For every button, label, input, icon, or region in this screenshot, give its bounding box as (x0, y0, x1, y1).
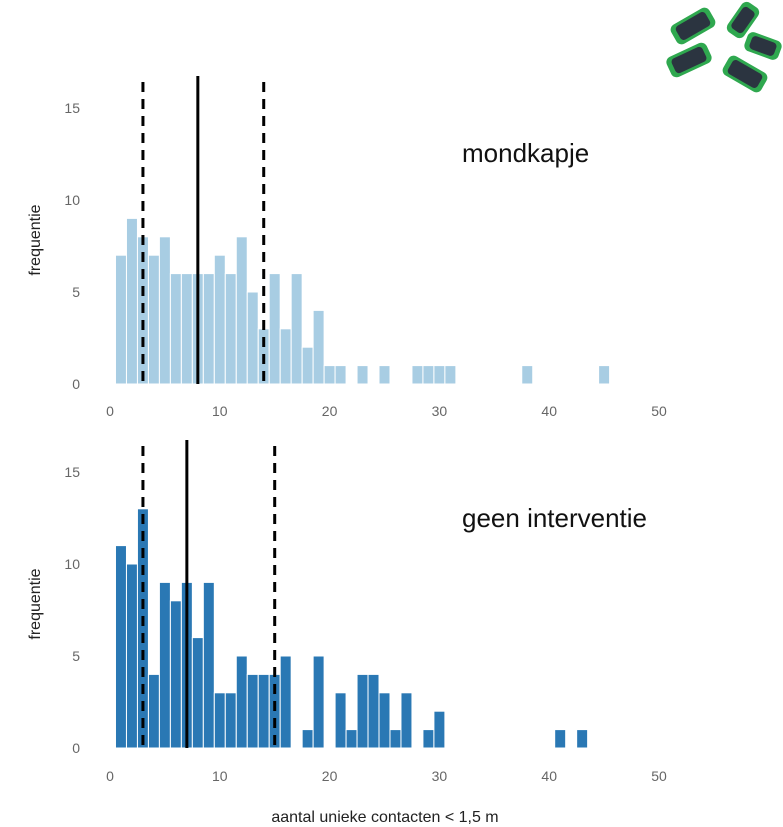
x-tick-label: 10 (212, 403, 228, 419)
y-tick-label: 10 (64, 192, 80, 208)
histogram-bar (312, 309, 325, 385)
histogram-bar (147, 254, 160, 385)
histogram-bar (114, 254, 127, 385)
x-tick-label: 40 (541, 768, 557, 784)
histogram-bar (521, 365, 534, 385)
histogram-bar (301, 729, 314, 749)
histogram-bar (367, 673, 380, 749)
histogram-bar (125, 563, 138, 749)
histogram-bar (334, 365, 347, 385)
histogram-bar (345, 729, 358, 749)
histogram-bar (224, 273, 237, 385)
histogram-bar (224, 692, 237, 749)
x-tick-label: 10 (212, 768, 228, 784)
histogram-bar (356, 365, 369, 385)
y-tick-label: 15 (64, 100, 80, 116)
histogram-bar (433, 710, 446, 749)
histogram-bar (312, 655, 325, 749)
histogram-bar (356, 673, 369, 749)
histogram-bar (202, 273, 215, 385)
histogram-bar (422, 729, 435, 749)
x-tick-label: 20 (322, 403, 338, 419)
histogram-bar (246, 291, 259, 385)
histogram-bar (576, 729, 589, 749)
y-tick-label: 0 (72, 376, 80, 392)
histogram-bar (279, 655, 292, 749)
histogram-bar (323, 365, 336, 385)
histogram-bar (334, 692, 347, 749)
histogram-bar (257, 673, 270, 749)
y-axis-label: frequentie (27, 568, 44, 639)
histogram-bar (290, 273, 303, 385)
x-tick-label: 0 (106, 403, 114, 419)
histogram-bar (158, 581, 171, 749)
histogram-bar (554, 729, 567, 749)
y-axis-label: frequentie (27, 204, 44, 275)
x-tick-label: 30 (432, 768, 448, 784)
histogram-bar (433, 365, 446, 385)
histogram-mondkapje: 0 5 10 15 0 10 20 30 40 50 frequentie mondkapje (27, 76, 667, 419)
histogram-bar (268, 273, 281, 385)
histogram-bar (400, 692, 413, 749)
y-tick-label: 0 (72, 740, 80, 756)
histogram-bar (598, 365, 611, 385)
histogram-bar (114, 545, 127, 749)
green-wearable-sensors-icon (666, 1, 782, 93)
histogram-bar (411, 365, 424, 385)
histogram-bar (202, 581, 215, 749)
panel-title: mondkapje (462, 138, 589, 168)
histogram-bar (422, 365, 435, 385)
histogram-bar (147, 673, 160, 749)
histogram-bar (246, 673, 259, 749)
histogram-bar (125, 217, 138, 385)
y-tick-label: 10 (64, 556, 80, 572)
x-tick-label: 40 (541, 403, 557, 419)
histogram-bar (444, 365, 457, 385)
y-tick-label: 5 (72, 284, 80, 300)
histogram-bar (213, 254, 226, 385)
x-tick-label: 50 (651, 403, 667, 419)
histogram-bar (180, 273, 193, 385)
histogram-bar (235, 655, 248, 749)
histogram-bar (191, 637, 204, 749)
x-tick-label: 30 (432, 403, 448, 419)
histogram-bar (279, 328, 292, 385)
x-tick-label: 20 (322, 768, 338, 784)
histogram-bar (136, 508, 149, 749)
histogram-bar (301, 346, 314, 385)
y-tick-label: 15 (64, 464, 80, 480)
panel-title: geen interventie (462, 503, 647, 533)
histogram-geen-interventie: 0 5 10 15 0 10 20 30 40 50 frequentie geen interven… (27, 440, 667, 784)
x-axis-label: aantal unieke contacten < 1,5 m (271, 809, 498, 826)
histogram-bar (169, 273, 182, 385)
histogram-bar (378, 365, 391, 385)
y-tick-label: 5 (72, 648, 80, 664)
histogram-bar (158, 236, 171, 385)
histogram-bar (389, 729, 402, 749)
x-tick-label: 0 (106, 768, 114, 784)
x-tick-label: 50 (651, 768, 667, 784)
histogram-bar (169, 600, 182, 749)
histogram-bar (213, 692, 226, 749)
histogram-bar (378, 692, 391, 749)
histogram-bar (235, 236, 248, 385)
